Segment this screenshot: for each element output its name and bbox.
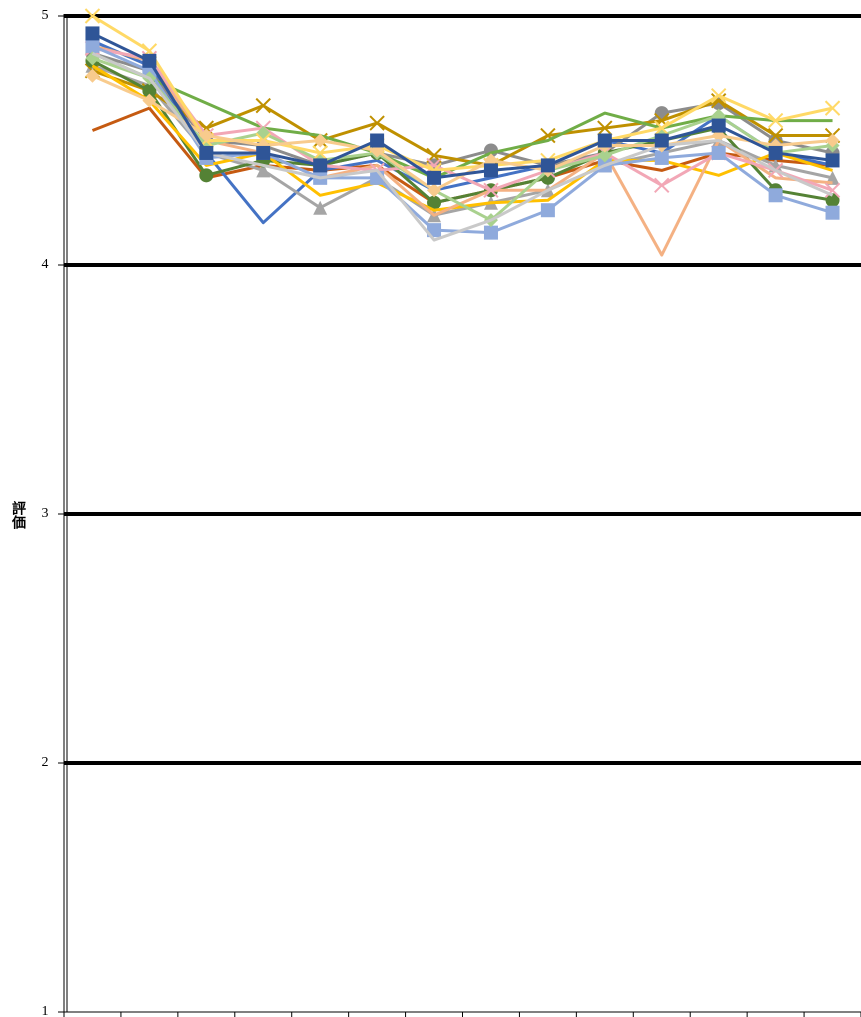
y-tick-label: 1 (42, 1004, 49, 1017)
marker (199, 168, 214, 183)
marker (199, 128, 214, 143)
series-line (92, 46, 834, 192)
y-tick-label: 4 (42, 257, 49, 272)
marker (710, 87, 727, 104)
marker (768, 188, 783, 203)
marker (540, 158, 555, 173)
series-line (91, 32, 833, 180)
y-tick-label: 5 (42, 8, 49, 23)
marker (312, 145, 328, 161)
marker (256, 163, 271, 178)
series-line (91, 69, 833, 167)
marker (654, 133, 669, 148)
marker (427, 170, 442, 185)
marker (427, 195, 442, 210)
marker (483, 182, 499, 199)
marker (597, 133, 612, 148)
series-line (91, 14, 833, 172)
marker (710, 92, 727, 109)
marker (142, 83, 157, 98)
marker (654, 177, 670, 194)
marker (654, 150, 669, 165)
marker (85, 26, 100, 41)
marker (824, 182, 841, 199)
y-tick-label: 2 (42, 755, 49, 770)
marker (85, 38, 100, 53)
marker (427, 183, 442, 198)
marker (313, 158, 328, 173)
marker (711, 145, 726, 160)
marker (825, 193, 840, 208)
marker (824, 100, 841, 116)
marker (825, 153, 840, 168)
marker (483, 163, 498, 178)
marker (369, 115, 385, 131)
marker (825, 205, 840, 220)
marker (654, 120, 670, 136)
series-line (91, 56, 833, 222)
y-axis-label: 評価 (10, 500, 27, 530)
series-line (91, 51, 834, 242)
marker (768, 145, 783, 160)
marker (313, 133, 328, 148)
marker (313, 200, 328, 215)
marker (540, 203, 555, 218)
series-line (91, 59, 833, 205)
marker (597, 148, 612, 163)
marker (85, 68, 100, 83)
marker (142, 53, 157, 68)
marker (711, 118, 726, 133)
marker (825, 133, 840, 148)
marker (597, 120, 613, 136)
marker (142, 93, 157, 108)
marker (483, 225, 498, 240)
marker (767, 127, 784, 144)
marker (256, 145, 271, 160)
marker (84, 8, 101, 24)
marker (255, 97, 271, 114)
marker (370, 133, 385, 148)
y-tick-label: 3 (42, 506, 49, 521)
marker (767, 112, 784, 129)
marker (199, 145, 214, 160)
